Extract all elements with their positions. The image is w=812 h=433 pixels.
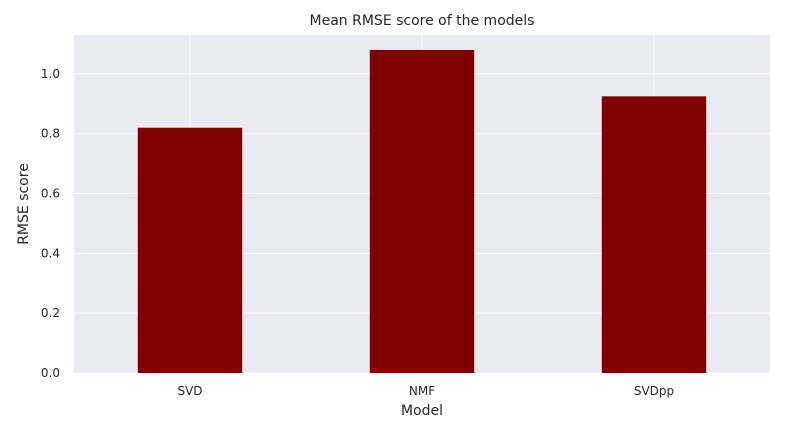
bar-svd [137,127,243,373]
y-tick-label: 0.6 [41,187,60,201]
y-tick-label: 0.4 [41,246,60,260]
bars-layer [137,49,707,374]
y-tick-label: 0.8 [41,127,60,141]
y-axis-label: RMSE score [16,163,32,245]
y-tick-label: 0.0 [41,366,60,380]
y-tick-label: 1.0 [41,67,60,81]
x-tick-label: NMF [409,384,435,398]
x-tick-label: SVDpp [634,384,674,398]
bar-nmf [369,49,475,374]
y-tick-label: 0.2 [41,306,60,320]
x-axis-label: Model [401,403,443,419]
y-ticks: 0.0 0.2 0.4 0.6 0.8 1.0 [41,67,60,380]
chart-title: Mean RMSE score of the models [310,13,535,29]
x-tick-label: SVD [177,384,202,398]
bar-svdpp [601,96,707,374]
x-ticks: SVD NMF SVDpp [177,384,674,398]
